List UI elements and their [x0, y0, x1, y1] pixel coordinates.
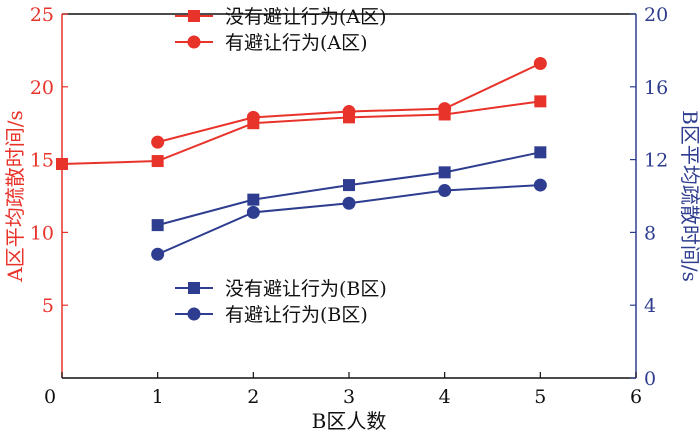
series-line	[157, 184, 541, 256]
data-point-square	[438, 166, 451, 179]
data-point-square	[534, 146, 547, 159]
x-tick-label: 1	[152, 386, 164, 408]
series-1	[151, 57, 547, 149]
x-tick-label: 2	[247, 386, 259, 408]
data-point-square	[151, 155, 164, 168]
data-point-circle	[533, 178, 547, 192]
series-line	[157, 62, 541, 144]
legend-circle-marker	[187, 307, 201, 321]
series-layer	[56, 57, 547, 261]
data-point-square	[534, 95, 547, 108]
data-point-square	[343, 179, 355, 192]
y-left-axis-title: A区平均疏散时间/s	[3, 110, 27, 282]
legend-entry: 没有避让行为(B区)	[175, 278, 387, 300]
y-right-axis-title: B区平均疏散时间/s	[678, 110, 700, 282]
legend-entry: 没有避让行为(A区)	[175, 6, 387, 28]
series-0	[56, 95, 547, 170]
y-right-tick-label: 20	[644, 4, 668, 26]
data-point-circle	[438, 102, 452, 116]
legend-label: 没有避让行为(A区)	[225, 6, 387, 28]
y-right-tick-label: 0	[644, 368, 656, 390]
data-point-square	[247, 193, 260, 206]
legend-label: 没有避让行为(B区)	[225, 278, 387, 300]
x-tick-label: 0	[44, 386, 56, 408]
y-right-tick-label: 12	[644, 150, 668, 172]
legend-layer: 没有避让行为(A区) 有避让行为(A区) 没有避让行为(B区) 有避让行为(B区)	[175, 6, 387, 326]
series-3	[151, 178, 547, 261]
y-right-tick-label: 16	[644, 77, 668, 99]
x-tick-label: 5	[534, 386, 546, 408]
data-point-square	[56, 157, 68, 170]
data-point-circle	[151, 247, 165, 261]
legend-circle-marker	[187, 35, 201, 49]
y-left-tick-label: 15	[30, 150, 54, 172]
data-point-circle	[342, 105, 356, 119]
y-left-tick-label: 10	[30, 222, 54, 244]
y-left-tick-label: 20	[30, 77, 54, 99]
data-point-circle	[438, 184, 452, 198]
legend-label: 有避让行为(A区)	[225, 32, 368, 54]
data-point-circle	[246, 205, 260, 219]
data-point-circle	[533, 57, 547, 71]
data-point-square	[151, 219, 164, 232]
y-left-tick-label: 5	[42, 295, 54, 317]
y-right-tick-label: 4	[644, 295, 656, 317]
legend-entry: 有避让行为(A区)	[175, 32, 368, 54]
legend-entry: 有避让行为(B区)	[175, 304, 368, 326]
y-left-tick-label: 25	[30, 4, 54, 26]
x-tick-label: 3	[343, 386, 355, 408]
x-tick-label: 6	[630, 386, 642, 408]
data-point-circle	[151, 135, 165, 149]
data-point-circle	[246, 110, 260, 124]
series-line	[61, 100, 541, 165]
y-right-tick-label: 8	[644, 222, 656, 244]
x-axis-title: B区人数	[312, 409, 387, 433]
legend-square-marker	[188, 10, 200, 22]
data-point-circle	[342, 196, 356, 210]
legend-square-marker	[188, 282, 200, 294]
series-2	[151, 146, 547, 232]
legend-label: 有避让行为(B区)	[225, 304, 368, 326]
x-tick-label: 4	[439, 386, 451, 408]
